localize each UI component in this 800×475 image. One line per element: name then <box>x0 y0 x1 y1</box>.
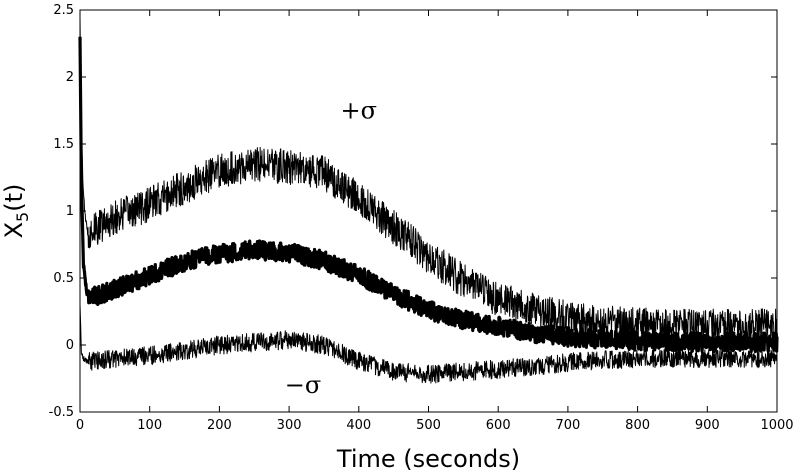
y-tick-label: 1.5 <box>53 137 74 152</box>
y-axis-title: X5(t) <box>0 184 32 239</box>
y-tick-label: 2.5 <box>53 3 74 18</box>
x-tick-label: 100 <box>137 418 162 433</box>
series-line-upper <box>79 17 778 345</box>
y-tick-label: -0.5 <box>49 405 74 420</box>
y-axis-title-base: X <box>0 222 28 238</box>
ticks-layer: 0 100 200 300 400 500 600 700 800 900 1000-0.500.5… <box>49 3 794 433</box>
x-tick-label: 300 <box>277 418 302 433</box>
annotation-plus-sigma: +σ <box>341 97 378 125</box>
y-axis-title-tail: (t) <box>0 184 28 212</box>
x-tick-label: 0 <box>76 418 84 433</box>
x-tick-label: 900 <box>695 418 720 433</box>
y-tick-label: 1 <box>66 204 74 219</box>
y-tick-label: 0.5 <box>53 271 74 286</box>
series-line-mean <box>78 36 779 354</box>
y-tick-label: 2 <box>66 70 74 85</box>
x-axis-title: Time (seconds) <box>336 445 520 473</box>
x-tick-label: 400 <box>346 418 371 433</box>
series-line-lower <box>79 304 778 384</box>
x-tick-label: 700 <box>555 418 580 433</box>
x-tick-label: 600 <box>486 418 511 433</box>
series-layer <box>78 17 779 384</box>
x-tick-label: 200 <box>207 418 232 433</box>
y-axis-title-subscript: 5 <box>13 212 32 222</box>
x-tick-label: 800 <box>625 418 650 433</box>
x-tick-label: 500 <box>416 418 441 433</box>
annotation-minus-sigma: −σ <box>285 371 322 399</box>
x-tick-label: 1000 <box>760 418 793 433</box>
y-tick-label: 0 <box>66 338 74 353</box>
